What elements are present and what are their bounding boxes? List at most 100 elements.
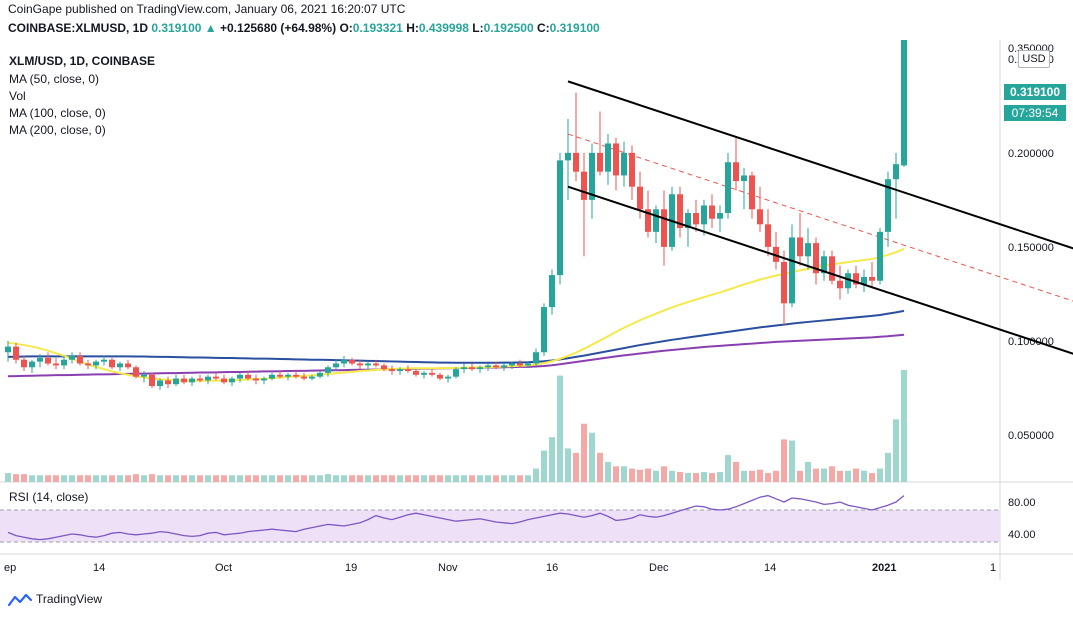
candle-body (405, 369, 411, 372)
currency-button[interactable]: USD (1018, 50, 1050, 68)
candle-body (325, 367, 331, 373)
candle-body (357, 363, 363, 366)
volume-bar (445, 475, 451, 482)
candle-body (533, 352, 539, 364)
price-tick-label: 0.200000 (1008, 148, 1054, 160)
candle-body (661, 209, 667, 247)
candle-body (37, 357, 43, 362)
time-tick-label: ep (4, 562, 16, 574)
time-tick-label: 19 (345, 562, 357, 574)
candle-body (645, 209, 651, 232)
candle-body (829, 256, 835, 281)
time-tick-label: 14 (93, 562, 105, 574)
candle-body (541, 307, 547, 353)
rsi-tick-label: 40.00 (1008, 529, 1036, 541)
volume-bar (229, 475, 235, 482)
candle-body (781, 261, 787, 304)
candle-body (709, 205, 715, 219)
candle-body (621, 152, 627, 176)
candle-body (525, 363, 531, 366)
candle-body (613, 143, 619, 176)
candle-body (189, 378, 195, 383)
price-change: +0.125680 (+64.98%) (220, 21, 337, 35)
open-label: O: (339, 21, 353, 35)
legend-vol[interactable]: Vol (9, 89, 26, 103)
volume-bar (101, 475, 107, 482)
candle-body (149, 374, 155, 387)
legend-ma200[interactable]: MA (200, close, 0) (9, 123, 106, 137)
high-label: H: (406, 21, 419, 35)
candle-body (29, 361, 35, 368)
bar-countdown-tag: 07:39:54 (1004, 105, 1066, 121)
candle-body (165, 380, 171, 385)
volume-bar (373, 475, 379, 482)
volume-bar (733, 461, 739, 482)
volume-bar (125, 475, 131, 482)
legend-ma100[interactable]: MA (100, close, 0) (9, 106, 106, 120)
candle-body (805, 243, 811, 257)
volume-bar (813, 468, 819, 482)
candle-body (245, 374, 251, 379)
time-tick-label: Dec (649, 562, 669, 574)
tradingview-brand[interactable]: TradingView (7, 592, 102, 607)
candle-body (229, 378, 235, 383)
volume-bar (13, 474, 19, 482)
candle-body (845, 273, 851, 289)
candle-body (221, 378, 227, 383)
volume-bar (61, 475, 67, 482)
candle-body (693, 213, 699, 225)
volume-bar (717, 471, 723, 482)
volume-bar (541, 450, 547, 482)
candle-body (725, 162, 731, 214)
candle-body (237, 374, 243, 379)
candle-body (741, 175, 747, 182)
time-tick-label: 14 (764, 562, 776, 574)
candle-body (605, 143, 611, 172)
volume-bar (797, 470, 803, 482)
volume-bar (29, 475, 35, 482)
volume-bar (621, 466, 627, 482)
volume-bar (77, 475, 83, 482)
candle-body (461, 367, 467, 370)
channel-lower-line (567, 185, 1073, 355)
volume-bar (461, 475, 467, 482)
volume-bar (421, 475, 427, 482)
candle-body (77, 355, 83, 364)
volume-bar (397, 475, 403, 482)
symbol-label: COINBASE:XLMUSD, 1D (8, 21, 149, 35)
candle-body (501, 365, 507, 368)
volume-bar (693, 473, 699, 482)
legend-ma50[interactable]: MA (50, close, 0) (9, 72, 100, 86)
time-tick-label: Oct (215, 562, 232, 574)
candle-body (261, 378, 267, 381)
candle-body (101, 359, 107, 362)
candle-body (565, 152, 571, 161)
candle-body (341, 359, 347, 364)
volume-bar (829, 466, 835, 482)
legend-title[interactable]: XLM/USD, 1D, COINBASE (9, 54, 156, 68)
volume-bar (221, 475, 227, 482)
candle-body (757, 209, 763, 225)
time-tick-label: 16 (546, 562, 558, 574)
rsi-tick-label: 80.00 (1008, 497, 1036, 509)
candle-body (173, 378, 179, 385)
candle-body (197, 378, 203, 381)
candle-body (837, 280, 843, 289)
volume-bar (117, 475, 123, 482)
volume-bar (517, 475, 523, 482)
candle-body (349, 359, 355, 364)
candle-body (317, 372, 323, 377)
rsi-legend[interactable]: RSI (14, close) (9, 490, 89, 504)
ma100-line (7, 309, 905, 364)
volume-bar (773, 470, 779, 482)
volume-bar (53, 475, 59, 482)
volume-bar (485, 475, 491, 482)
volume-bar (629, 468, 635, 482)
candle-body (821, 256, 827, 274)
candle-body (421, 372, 427, 375)
rsi-line (7, 494, 905, 541)
volume-bar (669, 470, 675, 482)
candle-body (53, 363, 59, 366)
